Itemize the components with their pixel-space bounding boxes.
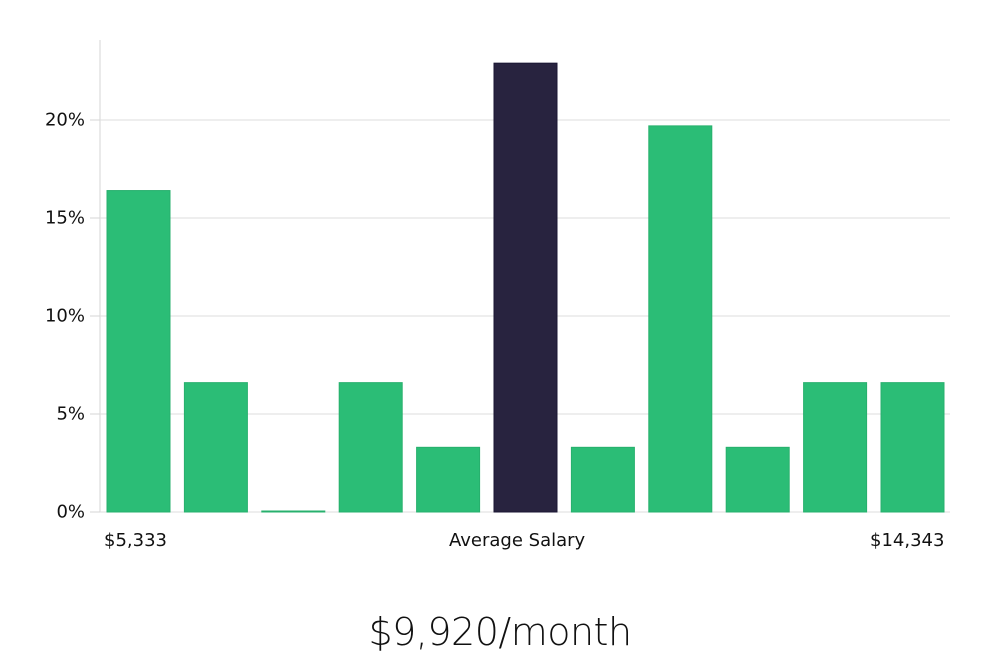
histogram-bar	[725, 446, 790, 513]
histogram-bar	[183, 382, 248, 513]
histogram-bar	[880, 382, 945, 513]
y-tick-label: 0%	[56, 501, 85, 523]
histogram-bar	[416, 446, 481, 513]
histogram-bar	[106, 190, 171, 513]
y-tick-label: 5%	[56, 403, 85, 425]
y-tick-label: 15%	[44, 207, 85, 229]
y-tick-label: 10%	[44, 305, 85, 327]
histogram-bar	[648, 125, 713, 513]
histogram-bar	[338, 382, 403, 513]
histogram-bar	[261, 510, 326, 513]
salary-histogram	[90, 40, 950, 513]
x-min-label: $5,333	[104, 530, 167, 551]
highlighted-bar	[493, 62, 558, 513]
y-tick-label: 20%	[44, 109, 85, 131]
histogram-bar	[803, 382, 868, 513]
x-axis-title: Average Salary	[449, 530, 586, 551]
average-salary-summary: $9,920/month	[368, 610, 632, 654]
histogram-bar	[570, 446, 635, 513]
x-max-label: $14,343	[870, 530, 945, 551]
